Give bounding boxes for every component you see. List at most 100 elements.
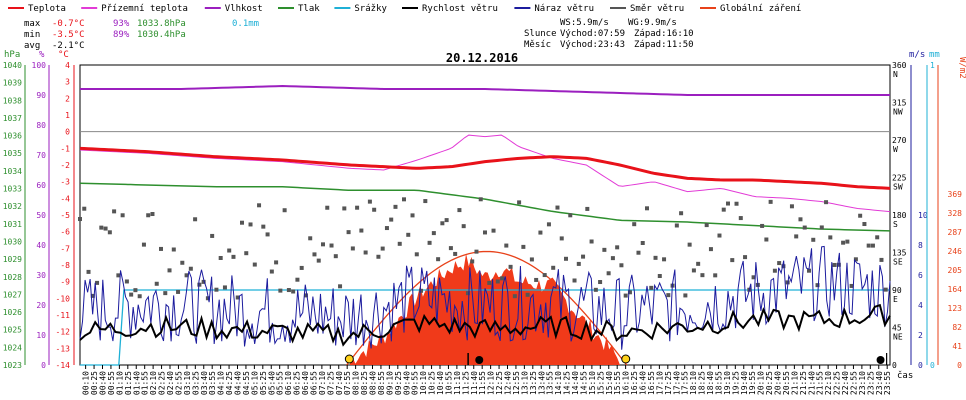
x-tick-label: 09:10 [385, 371, 394, 395]
x-tick-label: 07:55 [343, 371, 352, 395]
x-tick-label: 00:55 [107, 371, 116, 395]
wind-direction-point [662, 257, 667, 262]
wind-direction-point [278, 288, 283, 293]
x-tick-label: 15:10 [588, 371, 597, 395]
direction-label: W [893, 145, 898, 154]
wind-direction-point [325, 205, 330, 210]
wind-direction-point [538, 230, 543, 235]
x-tick-label: 23:55 [883, 371, 892, 395]
wind-direction-point [811, 237, 816, 242]
x-tick-label: 11:10 [453, 371, 462, 395]
wind-direction-point [372, 207, 377, 212]
wind-speed-tick: 0 [918, 361, 923, 370]
wind-direction-point [777, 261, 782, 266]
rain-tick: 0 [930, 361, 935, 370]
wind-direction-point [201, 279, 206, 284]
wind-direction-point [853, 257, 858, 262]
wind-direction-point [427, 240, 432, 245]
pressure-axis-tick: 1033 [3, 185, 22, 194]
wind-direction-point [738, 216, 743, 221]
wind-direction-point [112, 209, 117, 214]
wind-direction-point [581, 254, 586, 259]
x-tick-label: 01:40 [132, 371, 141, 395]
x-tick-label: 06:10 [284, 371, 293, 395]
wind-direction-point [730, 258, 735, 263]
wind-direction-point [410, 213, 415, 218]
wind-direction-point [380, 246, 385, 251]
x-tick-label: 06:55 [309, 371, 318, 395]
rain-tick: 1 [930, 61, 935, 70]
direction-label: SE [893, 258, 903, 267]
wind-direction-point [286, 288, 291, 293]
wind-direction-point [491, 228, 496, 233]
wind-direction-point [431, 231, 436, 236]
wind-direction-point [103, 226, 108, 231]
wind-direction-point [163, 291, 168, 296]
stats-min-label: min [24, 30, 40, 40]
wind-direction-point [551, 265, 556, 270]
wind-speed-tick: 8 [918, 241, 923, 250]
wind-direction-point [257, 203, 262, 208]
radiation-tick: 0 [957, 361, 962, 370]
wind-direction-point [444, 218, 449, 223]
radiation-tick: 205 [948, 266, 963, 275]
radiation-tick: 287 [948, 228, 963, 237]
wind-direction-point [521, 244, 526, 249]
x-tick-label: 05:55 [276, 371, 285, 395]
x-tick-label: 14:55 [579, 371, 588, 395]
wind-direction-point [610, 256, 615, 261]
temperature-axis-tick: 1 [65, 111, 70, 120]
x-tick-label: 18:40 [706, 371, 715, 395]
wind-direction-point [704, 223, 709, 228]
humidity-axis-tick: 70 [36, 151, 46, 160]
wind-direction-point [572, 278, 577, 283]
temperature-axis-tick: -7 [60, 244, 70, 253]
wind-direction-point [483, 230, 487, 235]
wind-direction-point [457, 208, 462, 213]
stats-avg-temp: -2.1°C [52, 41, 85, 51]
wind-direction-point [99, 225, 104, 230]
direction-tick: 315 [892, 99, 907, 108]
radiation-theoretical-curve [346, 250, 628, 366]
x-tick-label: 02:55 [174, 371, 183, 395]
x-tick-label: 11:25 [461, 371, 470, 395]
wind-direction-point [743, 255, 748, 260]
moon-label: Měsíc [524, 40, 551, 50]
wind-direction-point [248, 222, 253, 227]
moonset-text: Západ:11:50 [634, 40, 694, 50]
wind-direction-point [82, 206, 87, 211]
stats-max-press: 1033.8hPa [137, 19, 186, 29]
wind-direction-point [815, 283, 820, 288]
temperature-axis-tick: 0 [65, 128, 70, 137]
humidity-axis-tick: 20 [36, 301, 46, 310]
wind-direction-point [772, 268, 777, 273]
humidity-axis-tick: 90 [36, 91, 46, 100]
x-tick-label: 12:10 [487, 371, 496, 395]
direction-tick: 45 [892, 324, 902, 333]
x-tick-label: 22:40 [841, 371, 850, 395]
wind-direction-point [721, 207, 726, 212]
wind-direction-point [841, 240, 846, 245]
temperature-axis-tick: -3 [60, 178, 70, 187]
wind-direction-point [133, 288, 138, 293]
x-tick-label: 03:10 [183, 371, 192, 395]
pressure-axis-tick: 1029 [3, 255, 22, 264]
wind-direction-point [640, 240, 645, 245]
wind-direction-point [696, 261, 701, 266]
wind-direction-point [751, 275, 756, 280]
humidity-axis-tick: 100 [32, 61, 47, 70]
sunrise-marker [344, 354, 354, 364]
wind-direction-point [585, 206, 590, 211]
wind-direction-point [346, 230, 351, 235]
legend-label-3: Tlak [298, 4, 320, 14]
x-tick-label: 14:10 [554, 371, 563, 395]
temperature-axis-tick: -14 [56, 361, 71, 370]
stats-min-hum: 89% [113, 30, 130, 40]
wind-direction-point [862, 222, 867, 227]
wind-direction-point [564, 256, 568, 261]
humidity-axis-tick: 80 [36, 121, 46, 130]
radiation-tick: 82 [952, 323, 962, 332]
wind-speed-tick: 2 [918, 331, 923, 340]
wind-gust-text: WG:9.9m/s [628, 18, 677, 28]
wind-direction-point [188, 266, 193, 271]
